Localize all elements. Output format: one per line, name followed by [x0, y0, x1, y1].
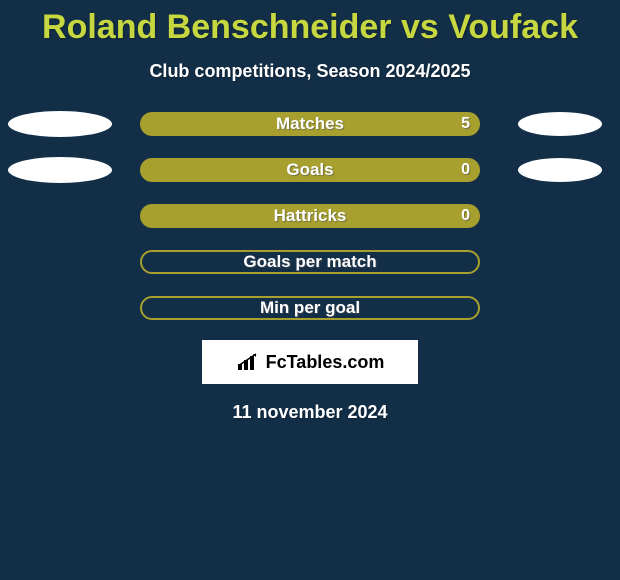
stat-bar: Hattricks 0: [140, 204, 480, 228]
stat-label: Matches: [276, 114, 344, 134]
stat-label: Goals per match: [243, 252, 376, 272]
logo-text: FcTables.com: [266, 352, 385, 373]
stat-row: Hattricks 0: [0, 204, 620, 228]
left-ellipse: [8, 111, 112, 137]
stat-bar: Matches 5: [140, 112, 480, 136]
stat-value: 5: [461, 115, 470, 133]
stat-rows: Matches 5 Goals 0 Hattricks 0 Goals per match M…: [0, 112, 620, 320]
stat-label: Hattricks: [274, 206, 347, 226]
stat-bar: Min per goal: [140, 296, 480, 320]
stat-row: Min per goal: [0, 296, 620, 320]
stat-value: 0: [461, 161, 470, 179]
stat-label: Min per goal: [260, 298, 360, 318]
date-text: 11 november 2024: [0, 402, 620, 423]
stat-row: Matches 5: [0, 112, 620, 136]
stat-value: 0: [461, 207, 470, 225]
stat-bar: Goals per match: [140, 250, 480, 274]
page-subtitle: Club competitions, Season 2024/2025: [0, 61, 620, 82]
stat-row: Goals per match: [0, 250, 620, 274]
stat-label: Goals: [286, 160, 333, 180]
stat-row: Goals 0: [0, 158, 620, 182]
comparison-infographic: Roland Benschneider vs Voufack Club comp…: [0, 0, 620, 580]
stat-bar: Goals 0: [140, 158, 480, 182]
right-ellipse: [518, 112, 602, 136]
page-title: Roland Benschneider vs Voufack: [0, 0, 620, 47]
logo: FcTables.com: [236, 352, 385, 373]
left-ellipse: [8, 157, 112, 183]
chart-icon: [236, 352, 262, 372]
logo-box: FcTables.com: [202, 340, 418, 384]
right-ellipse: [518, 158, 602, 182]
